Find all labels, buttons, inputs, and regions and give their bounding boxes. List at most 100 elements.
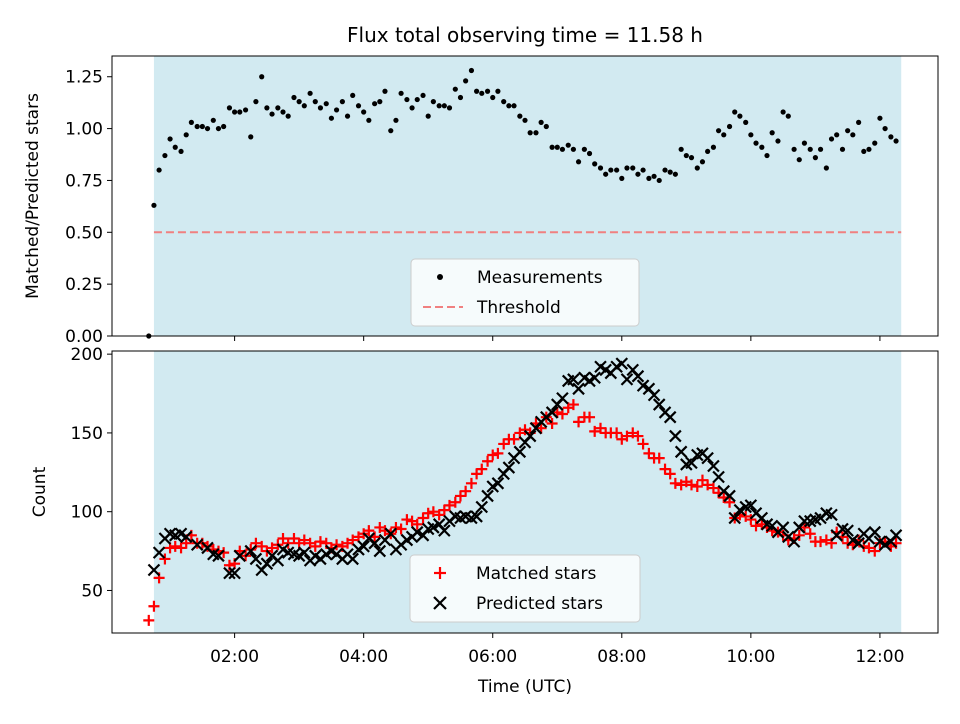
matched-star-point: [793, 529, 805, 541]
predicted-star-point: [179, 530, 193, 544]
bottom-x-tick-label: 12:00: [855, 647, 904, 667]
matched-star-point: [460, 485, 472, 497]
measurement-point: [769, 130, 775, 136]
measurement-point: [866, 146, 872, 152]
predicted-star-point: [502, 461, 516, 474]
matched-star-point: [584, 411, 596, 423]
top-legend-box: [410, 258, 640, 327]
measurement-point: [646, 175, 652, 181]
measurement-point: [226, 105, 233, 111]
predicted-star-point: [470, 510, 483, 523]
bottom-x-axis-ticks: 02:00 04:00 06:00 08:00 10:00 12:00: [210, 633, 904, 667]
bottom-x-tick-label: 06:00: [468, 647, 517, 667]
measurement-point: [479, 90, 485, 96]
predicted-stars-points: [147, 357, 903, 580]
measurement-point: [414, 96, 420, 103]
measurement-points: [146, 67, 899, 339]
measurement-point: [586, 150, 593, 157]
measurement-point: [404, 96, 410, 103]
predicted-star-point: [233, 549, 247, 563]
matched-star-point: [632, 430, 644, 442]
measurement-point: [199, 123, 205, 130]
measurement-point: [259, 74, 265, 80]
matched-star-point: [863, 542, 875, 554]
predicted-star-point: [685, 456, 698, 470]
measurement-point: [635, 171, 641, 177]
predicted-star-point: [567, 373, 580, 386]
measurement-point: [339, 99, 345, 105]
measurement-point: [845, 128, 851, 134]
predicted-star-point: [410, 525, 424, 539]
measurement-point: [242, 107, 249, 113]
predicted-star-point: [776, 521, 790, 534]
matched-star-point: [266, 542, 278, 554]
matched-star-point: [331, 539, 343, 551]
measurement-point: [614, 167, 620, 173]
measurement-point: [619, 175, 625, 181]
top-y-tick-label: 0.50: [65, 223, 103, 243]
matched-star-point: [476, 463, 488, 475]
measurement-point: [409, 105, 415, 111]
measurement-point: [823, 165, 829, 171]
top-y-tick-label: 0.25: [65, 275, 103, 295]
top-plot-frame: [111, 55, 939, 337]
chart-title: Flux total observing time = 11.58 h: [347, 23, 703, 47]
measurement-point: [167, 136, 173, 142]
predicted-star-point: [346, 552, 359, 566]
matched-star-point: [282, 537, 294, 549]
top-y-tick-label: 0.75: [65, 171, 103, 191]
predicted-star-point: [620, 373, 634, 386]
matched-star-point: [842, 537, 854, 549]
predicted-star-point: [588, 371, 601, 385]
matched-star-point: [487, 449, 499, 461]
bottom-y-tick-label: 150: [71, 424, 103, 444]
measurement-point: [688, 155, 695, 161]
top-y-tick-label: 1.00: [65, 120, 103, 140]
measurement-point: [575, 159, 582, 165]
matched-star-point: [449, 496, 461, 508]
measurement-point: [269, 111, 275, 117]
predicted-star-point: [260, 557, 274, 570]
measurement-point: [651, 173, 657, 179]
ratio-panel: 0.00 0.25 0.50 0.75 1.00 1.25 Matched/Predict…: [23, 55, 939, 347]
measurement-point: [743, 119, 749, 125]
predicted-star-point: [249, 552, 263, 566]
measurement-point: [221, 123, 227, 130]
predicted-star-point: [228, 566, 241, 580]
bottom-plot-frame: [111, 350, 939, 634]
measurement-point: [183, 132, 189, 138]
measurement-point: [463, 78, 469, 84]
top-y-axis-label: Matched/Predicted stars: [23, 93, 43, 299]
measurement-point: [801, 140, 808, 146]
matched-star-point: [363, 525, 375, 537]
measurement-point: [474, 88, 480, 94]
bottom-y-axis-label: Count: [30, 466, 50, 517]
matched-star-point: [314, 536, 326, 548]
predicted-star-point: [491, 477, 505, 490]
measurement-point: [285, 113, 291, 119]
bottom-x-axis-label: Time (UTC): [477, 677, 572, 697]
measurement-point: [549, 144, 555, 150]
measurement-point: [232, 109, 238, 115]
measurement-point: [850, 132, 856, 138]
top-y-tick-label: 1.25: [65, 68, 103, 88]
predicted-star-point: [481, 489, 494, 503]
top-y-tick-label: 0.00: [65, 327, 103, 347]
matched-star-point: [148, 600, 160, 612]
matched-star-point: [411, 518, 423, 530]
matched-star-point: [465, 477, 477, 489]
measurement-point: [317, 105, 324, 111]
matched-star-point: [546, 417, 558, 429]
matched-star-point: [427, 506, 439, 518]
measurement-point: [828, 136, 835, 142]
predicted-star-point: [889, 529, 903, 542]
measurement-point: [361, 109, 367, 115]
legend-measurements-label: Measurements: [477, 268, 603, 288]
matched-star-point: [669, 477, 681, 489]
measurement-point: [592, 161, 598, 167]
predicted-star-point: [615, 357, 629, 370]
counts-panel: 50 100 150 200 02:00 04:00 06:00 08:00 10:00 12:…: [30, 345, 939, 697]
measurement-point: [441, 103, 447, 109]
bottom-x-tick-label: 02:00: [210, 647, 259, 667]
matched-star-point: [702, 479, 714, 491]
